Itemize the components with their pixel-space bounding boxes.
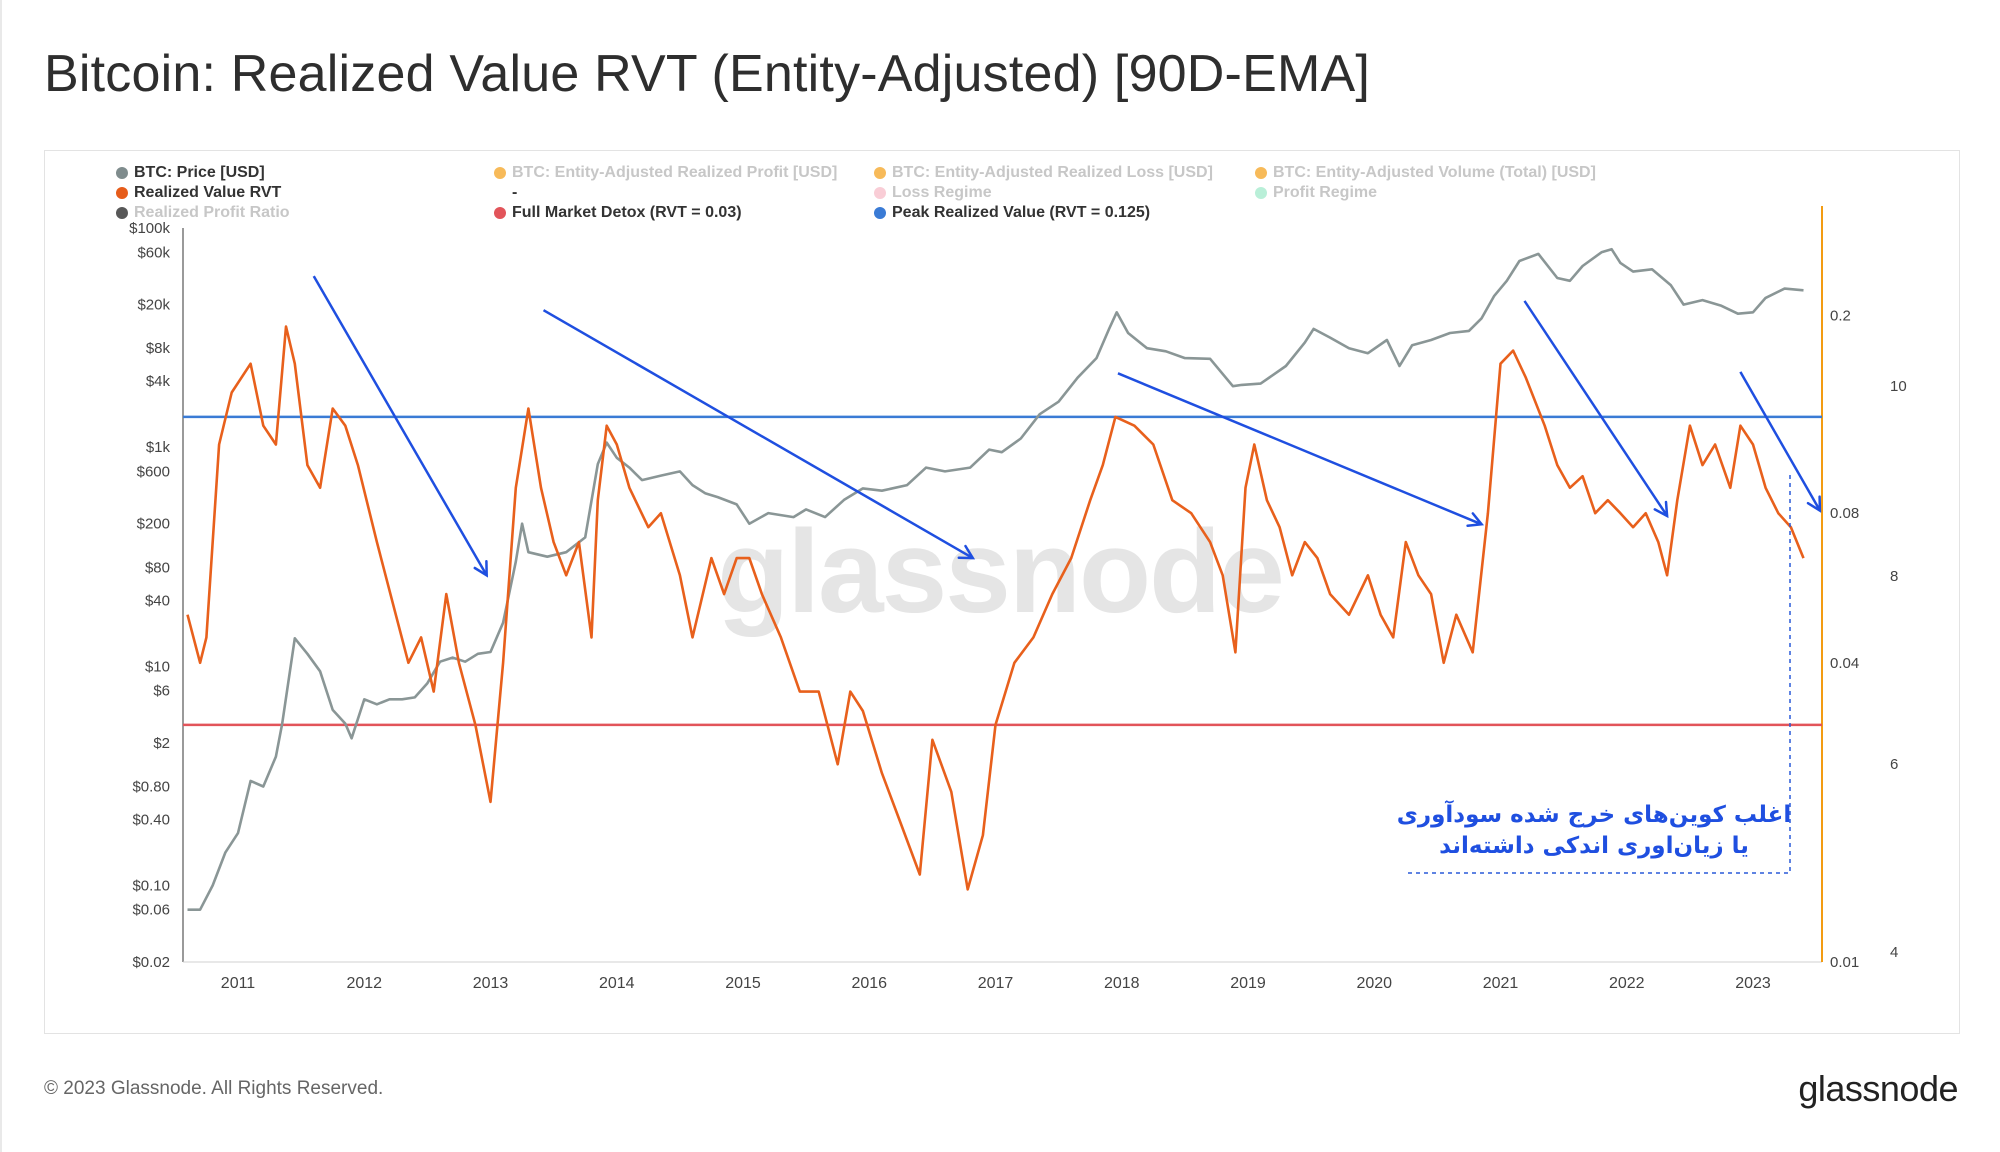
legend-marker [116, 187, 128, 199]
legend-marker [494, 167, 506, 179]
legend-marker [874, 207, 886, 219]
x-tick-label: 2016 [851, 975, 887, 992]
legend-item[interactable]: Realized Profit Ratio [116, 203, 290, 223]
x-tick-label: 2022 [1609, 975, 1645, 992]
legend-marker [116, 167, 128, 179]
rvt-series [186, 325, 1805, 891]
y-left-tick-label: $60k [137, 244, 170, 261]
y-left-tick-label: $0.06 [132, 902, 170, 919]
trend-arrow-head [473, 560, 488, 578]
x-tick-label: 2017 [978, 975, 1014, 992]
y-left-tick-label: $0.02 [132, 954, 170, 971]
legend-marker [1255, 167, 1267, 179]
watermark-text: glassnode [717, 506, 1283, 638]
copyright-text: © 2023 Glassnode. All Rights Reserved. [44, 1078, 384, 1099]
y-left-tick-label: $40 [145, 592, 170, 609]
legend-item[interactable]: BTC: Entity-Adjusted Volume (Total) [USD… [1255, 163, 1596, 183]
legend-marker [874, 167, 886, 179]
y-right-tick-label: 0.01 [1830, 954, 1859, 971]
annotation-line-2: یا زیان‌اوری اندکی داشته‌اند [1439, 833, 1749, 859]
trend-arrow-line [312, 275, 488, 576]
trend-arrow-head [1466, 512, 1485, 528]
legend-item[interactable]: Realized Value RVT [116, 183, 281, 203]
legend-label: Realized Value RVT [134, 184, 282, 201]
annotation-line-1: اغلب کوین‌های خرج شده سودآوری [1397, 799, 1791, 828]
legend-label: BTC: Entity-Adjusted Realized Profit [US… [512, 164, 838, 181]
trend-arrow-head [957, 544, 976, 560]
trend-arrow-head [1806, 495, 1822, 513]
y-left-tick-label: $0.80 [132, 778, 170, 795]
x-tick-label: 2019 [1230, 975, 1266, 992]
y-left-tick-label: $0.40 [132, 811, 170, 828]
x-tick-label: 2021 [1483, 975, 1519, 992]
y-left-tick-label: $8k [146, 340, 171, 357]
trend-arrow-line [542, 309, 974, 560]
legend: BTC: Price [USD] BTC: Entity-Adjusted Rea… [45, 151, 1959, 231]
legend-marker [494, 207, 506, 219]
legend-label: BTC: Entity-Adjusted Volume (Total) [USD… [1273, 164, 1596, 181]
legend-item[interactable]: Full Market Detox (RVT = 0.03) [494, 203, 742, 223]
legend-label: Profit Regime [1273, 184, 1378, 201]
y-right-tick-label: 0.2 [1830, 308, 1851, 325]
legend-label: Full Market Detox (RVT = 0.03) [512, 204, 742, 221]
legend-item[interactable]: BTC: Entity-Adjusted Realized Loss [USD] [874, 163, 1213, 183]
y-left-tick-label: $4k [146, 373, 171, 390]
legend-label: BTC: Price [USD] [134, 164, 265, 181]
y-left-tick-label: $100k [129, 220, 170, 237]
legend-item[interactable]: BTC: Price [USD] [116, 163, 265, 183]
legend-item[interactable]: - [494, 183, 517, 203]
y-left-tick-label: $600 [137, 463, 170, 480]
x-tick-label: 2012 [346, 975, 382, 992]
x-tick-label: 2018 [1104, 975, 1140, 992]
trend-arrow-line [1523, 300, 1669, 517]
legend-item[interactable]: Profit Regime [1255, 183, 1377, 203]
legend-label: Loss Regime [892, 184, 992, 201]
trend-arrow-line [1739, 371, 1821, 512]
brand-logo: glassnode [1798, 1068, 1958, 1109]
chart-panel: BTC: Price [USD] BTC: Entity-Adjusted Rea… [44, 150, 1960, 1034]
y-right2-tick-label: 6 [1890, 756, 1898, 773]
y-right2-tick-label: 4 [1890, 944, 1898, 961]
y-left-tick-label: $200 [137, 516, 170, 533]
x-tick-label: 2023 [1735, 975, 1771, 992]
y-left-tick-label: $80 [145, 559, 170, 576]
legend-marker [1255, 187, 1267, 199]
legend-label: BTC: Entity-Adjusted Realized Loss [USD] [892, 164, 1213, 181]
x-tick-label: 2014 [599, 975, 635, 992]
y-right2-tick-label: 8 [1890, 568, 1898, 585]
y-left-tick-label: $1k [146, 439, 171, 456]
legend-marker [116, 207, 128, 219]
y-left-tick-label: $6 [153, 683, 170, 700]
y-left-tick-label: $10 [145, 658, 170, 675]
y-left-tick-label: $0.10 [132, 877, 170, 894]
legend-label: Realized Profit Ratio [134, 204, 290, 221]
x-tick-label: 2015 [725, 975, 761, 992]
x-tick-label: 2020 [1356, 975, 1392, 992]
page-title: Bitcoin: Realized Value RVT (Entity-Adju… [44, 45, 1371, 103]
legend-item[interactable]: BTC: Entity-Adjusted Realized Profit [US… [494, 163, 837, 183]
trend-arrow-head [1653, 500, 1669, 519]
page-left-border [0, 0, 2, 1152]
y-left-tick-label: $20k [137, 297, 170, 314]
legend-label: - [512, 184, 518, 201]
trend-arrow-line [1117, 372, 1483, 526]
legend-item[interactable]: Loss Regime [874, 183, 992, 203]
y-right-tick-label: 0.08 [1830, 505, 1859, 522]
legend-marker [874, 187, 886, 199]
legend-item[interactable]: Peak Realized Value (RVT = 0.125) [874, 203, 1150, 223]
btc-price-series [187, 247, 1804, 911]
x-tick-label: 2013 [473, 975, 509, 992]
x-tick-label: 2011 [221, 975, 256, 992]
y-right-tick-label: 0.04 [1830, 655, 1859, 672]
legend-label: Peak Realized Value (RVT = 0.125) [892, 204, 1151, 221]
y-right2-tick-label: 10 [1890, 378, 1907, 395]
y-left-tick-label: $2 [153, 735, 170, 752]
